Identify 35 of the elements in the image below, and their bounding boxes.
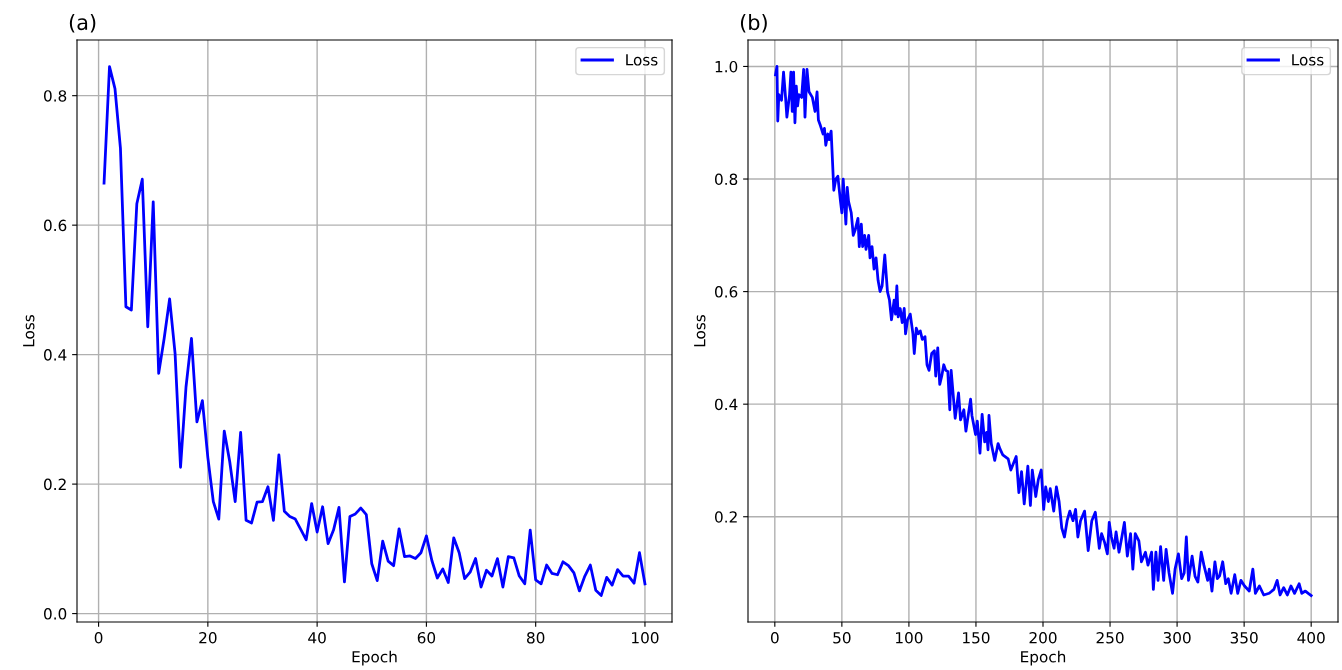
y-axis-title: Loss: [694, 314, 706, 347]
text: (b): [740, 14, 767, 33]
y-tick-label: 0.4: [714, 398, 738, 411]
x-axis-title: Epoch: [352, 650, 397, 666]
y-tick-label: 0.2: [43, 478, 66, 491]
x-axis-title: Epoch: [1021, 650, 1066, 666]
x-tick-label: 250: [1096, 631, 1124, 644]
x-tick-label: 60: [417, 631, 436, 644]
x-tick-label: 80: [527, 631, 545, 644]
y-tick-label: 0.0: [43, 608, 67, 620]
x-tick-label: 300: [1163, 631, 1191, 644]
x-tick-label: 50: [833, 631, 851, 644]
text: (a): [69, 14, 96, 33]
x-tick-label: 400: [1297, 631, 1325, 644]
x-tick-label: 100: [896, 631, 923, 644]
x-tick-label: 40: [308, 631, 326, 644]
y-tick-label: 0.8: [43, 90, 67, 102]
x-tick-label: 0: [770, 631, 779, 644]
y-axis-title: Loss: [23, 314, 35, 347]
x-tick-label: 150: [963, 631, 990, 644]
y-tick-label: 0.2: [714, 511, 737, 523]
y-tick-label: 0.6: [714, 286, 738, 298]
y-tick-label: 1.0: [715, 60, 738, 73]
y-tick-label: 0.8: [714, 173, 738, 186]
x-tick-label: 20: [199, 631, 217, 644]
y-tick-label: 0.6: [43, 219, 67, 232]
x-tick-label: 0: [94, 631, 103, 644]
line-series: [774, 65, 1313, 597]
y-tick-label: 0.4: [43, 349, 67, 361]
x-tick-label: 200: [1029, 631, 1057, 644]
legend-label: Loss: [626, 54, 658, 66]
x-tick-label: 350: [1230, 631, 1258, 644]
line-series: [102, 65, 647, 597]
legend-label: Loss: [1292, 54, 1324, 66]
x-tick-label: 100: [632, 631, 659, 644]
